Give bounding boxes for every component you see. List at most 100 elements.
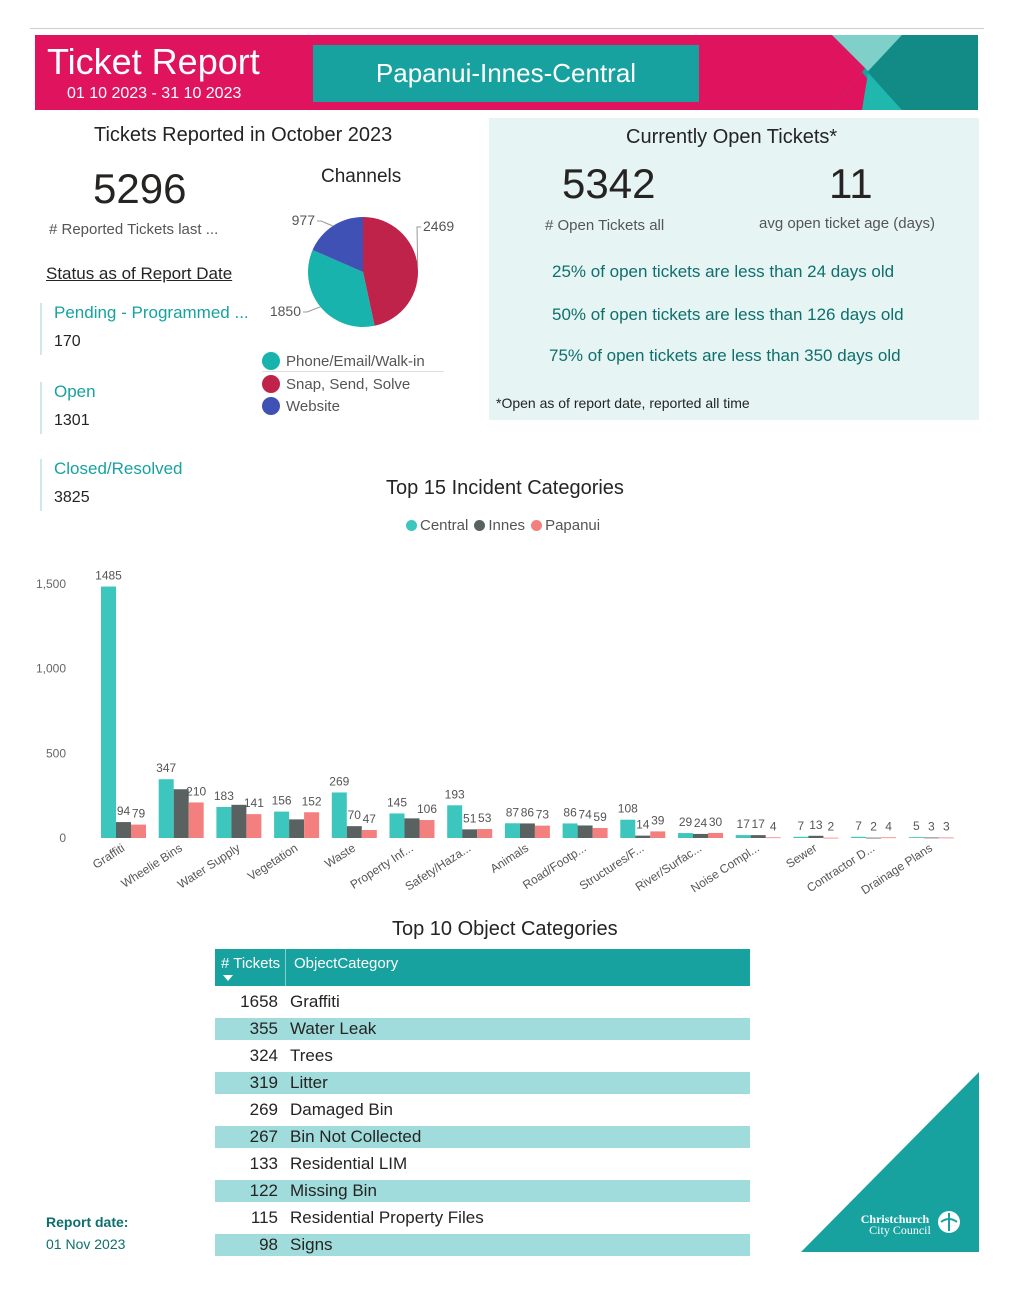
bar[interactable] bbox=[708, 832, 723, 838]
table-row[interactable]: 115 Residential Property Files bbox=[215, 1207, 750, 1229]
table-row[interactable]: 133 Residential LIM bbox=[215, 1153, 750, 1175]
table-row[interactable]: 355 Water Leak bbox=[215, 1018, 750, 1040]
table-body: 1658 Graffiti 355 Water Leak 324 Trees 319 Litt… bbox=[215, 991, 750, 1256]
ticket-count-cell: 319 bbox=[249, 1073, 278, 1092]
legend-item: Central bbox=[406, 517, 468, 534]
bar[interactable] bbox=[116, 822, 131, 838]
bar[interactable] bbox=[577, 825, 593, 838]
bar[interactable] bbox=[923, 837, 939, 839]
pie-slice[interactable] bbox=[312, 217, 363, 272]
bar[interactable] bbox=[908, 837, 924, 838]
bar[interactable] bbox=[635, 835, 651, 838]
column-header-category[interactable]: ObjectCategory bbox=[294, 955, 399, 972]
bar[interactable] bbox=[562, 823, 578, 838]
bar[interactable] bbox=[881, 837, 897, 839]
bar[interactable] bbox=[650, 831, 666, 838]
bar[interactable] bbox=[477, 829, 493, 838]
bar-data-label: 51 bbox=[463, 811, 477, 825]
bar-data-label: 30 bbox=[709, 815, 723, 829]
pie-title: Channels bbox=[321, 166, 402, 187]
bar[interactable] bbox=[823, 837, 839, 839]
table-row[interactable]: 122 Missing Bin bbox=[215, 1180, 750, 1202]
bar[interactable] bbox=[216, 807, 232, 838]
bar[interactable] bbox=[419, 820, 435, 838]
legend-label: Innes bbox=[488, 517, 526, 534]
legend-label: Central bbox=[420, 517, 469, 534]
bar[interactable] bbox=[188, 802, 204, 838]
council-logo-panel: Christchurch City Council bbox=[801, 1072, 979, 1252]
bar-data-label: 94 bbox=[117, 804, 131, 818]
bar[interactable] bbox=[131, 824, 146, 838]
pie-leader-line bbox=[303, 306, 321, 313]
bar-data-label: 145 bbox=[387, 795, 407, 809]
pie-data-label: 2469 bbox=[423, 218, 454, 234]
bar[interactable] bbox=[246, 814, 262, 838]
bar[interactable] bbox=[851, 836, 867, 838]
table-row[interactable]: 319 Litter bbox=[215, 1072, 750, 1094]
bar[interactable] bbox=[765, 837, 781, 839]
status-label: Closed/Resolved bbox=[54, 459, 183, 478]
table-row[interactable]: 1658 Graffiti bbox=[215, 991, 750, 1013]
bar[interactable] bbox=[346, 826, 362, 838]
bar-data-label: 4 bbox=[770, 819, 777, 833]
table-row[interactable]: 324 Trees bbox=[215, 1045, 750, 1067]
x-tick-label: Wheelie Bins bbox=[118, 841, 184, 891]
legend-label: Papanui bbox=[545, 517, 601, 534]
bar[interactable] bbox=[173, 789, 189, 838]
bar[interactable] bbox=[361, 830, 377, 838]
object-category-cell: Missing Bin bbox=[290, 1181, 377, 1200]
status-open: Open 1301 bbox=[40, 382, 96, 434]
bar[interactable] bbox=[938, 837, 954, 839]
bar[interactable] bbox=[331, 792, 347, 838]
table-row[interactable]: 269 Damaged Bin bbox=[215, 1099, 750, 1121]
object-category-cell: Damaged Bin bbox=[290, 1100, 394, 1119]
bar[interactable] bbox=[735, 835, 751, 838]
bar-data-label: 106 bbox=[417, 802, 437, 816]
object-category-cell: Litter bbox=[290, 1073, 328, 1092]
bar[interactable] bbox=[304, 812, 320, 838]
ticket-count-cell: 355 bbox=[249, 1019, 278, 1038]
table-row[interactable]: 267 Bin Not Collected bbox=[215, 1126, 750, 1148]
y-tick-label: 1,000 bbox=[36, 662, 66, 676]
bar[interactable] bbox=[504, 823, 520, 838]
bar[interactable] bbox=[808, 835, 824, 838]
bar[interactable] bbox=[274, 811, 290, 838]
bar[interactable] bbox=[866, 837, 882, 839]
legend-dot bbox=[474, 520, 486, 531]
bar[interactable] bbox=[620, 819, 636, 838]
logo-line2: City Council bbox=[869, 1223, 931, 1237]
bar[interactable] bbox=[289, 819, 305, 838]
legend-label: Snap, Send, Solve bbox=[286, 375, 411, 393]
bar[interactable] bbox=[750, 835, 766, 838]
bar[interactable] bbox=[447, 805, 463, 838]
sort-column-tickets[interactable]: # Tickets bbox=[215, 949, 286, 986]
report-header: Ticket Report 01 10 2023 - 31 10 2023 Pa… bbox=[35, 35, 978, 110]
table-row[interactable]: 98 Signs bbox=[215, 1234, 750, 1256]
y-tick-label: 1,500 bbox=[36, 577, 66, 591]
bar-data-label: 29 bbox=[679, 815, 693, 829]
reported-title: Tickets Reported in October 2023 bbox=[94, 124, 393, 146]
bar[interactable] bbox=[693, 833, 708, 838]
bar[interactable] bbox=[678, 833, 693, 838]
x-tick-label: Water Supply bbox=[175, 841, 243, 892]
bar-data-label: 7 bbox=[855, 819, 862, 833]
object-category-cell: Signs bbox=[290, 1235, 333, 1254]
bar[interactable] bbox=[404, 818, 420, 838]
bar[interactable] bbox=[158, 779, 174, 838]
bar[interactable] bbox=[519, 823, 535, 838]
bar[interactable] bbox=[592, 828, 608, 838]
bar[interactable] bbox=[389, 813, 405, 838]
bar[interactable] bbox=[534, 825, 550, 838]
bar[interactable] bbox=[231, 804, 247, 838]
ticket-count-cell: 115 bbox=[250, 1208, 278, 1227]
pie-slice[interactable] bbox=[308, 249, 375, 327]
bar[interactable] bbox=[793, 836, 809, 838]
bar[interactable] bbox=[462, 829, 478, 838]
x-tick-label: Animals bbox=[488, 841, 531, 876]
pie-slice[interactable] bbox=[363, 217, 418, 326]
y-tick-label: 500 bbox=[46, 746, 66, 760]
bar[interactable] bbox=[101, 586, 116, 838]
bar-data-label: 74 bbox=[578, 807, 592, 821]
object-category-cell: Residential LIM bbox=[290, 1154, 408, 1173]
legend-dot bbox=[262, 397, 280, 415]
